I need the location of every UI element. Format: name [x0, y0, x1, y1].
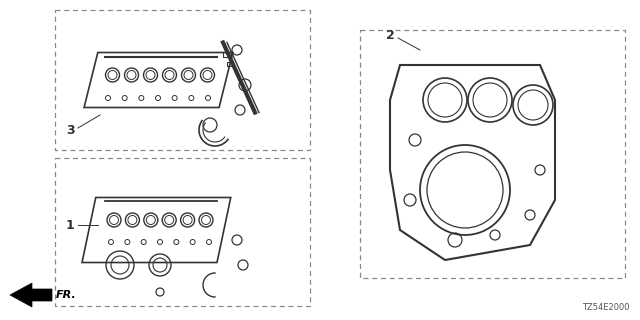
Text: 1: 1 [66, 219, 74, 231]
Bar [223, 52, 231, 57]
Text: FR.: FR. [56, 290, 77, 300]
Text: 3: 3 [66, 124, 74, 137]
Bar [227, 62, 233, 66]
Text: 2: 2 [386, 28, 394, 42]
Text: TZ54E2000: TZ54E2000 [582, 303, 630, 312]
Polygon shape [10, 283, 52, 307]
